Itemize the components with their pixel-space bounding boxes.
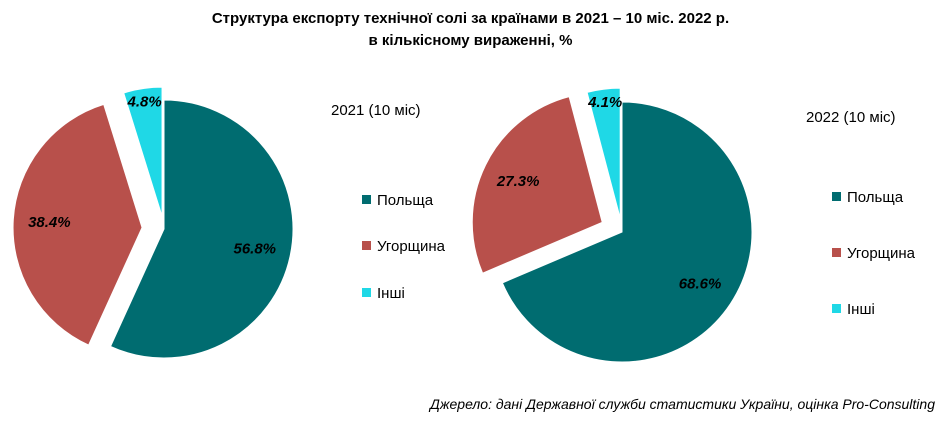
chart-1-slice-hungary xyxy=(12,103,143,346)
chart-title: Структура експорту технічної солі за кра… xyxy=(0,8,941,52)
legend-swatch-poland xyxy=(362,195,371,204)
legend-item-hungary: Угорщина xyxy=(362,238,445,255)
chart-2-data-label-poland: 68.6% xyxy=(679,276,722,293)
chart-2-slice-others xyxy=(586,87,621,219)
legend-swatch-others xyxy=(362,288,371,297)
chart-2-data-label-hungary: 27.3% xyxy=(496,173,540,190)
chart-2-slice-hungary xyxy=(471,95,603,274)
legend-swatch-poland xyxy=(832,192,841,201)
chart-1-data-label-others: 4.8% xyxy=(127,93,162,110)
legend-item-poland: Польща xyxy=(362,192,433,209)
legend-label: Польща xyxy=(847,189,904,206)
chart-1-slice-others xyxy=(123,86,163,217)
legend-swatch-hungary xyxy=(362,241,371,250)
chart-1-title: 2021 (10 міс) xyxy=(331,102,421,119)
chart-1-data-label-poland: 56.8% xyxy=(233,241,276,258)
legend-item-hungary: Угорщина xyxy=(832,245,915,262)
chart-title-line-1: Структура експорту технічної солі за кра… xyxy=(211,10,730,27)
chart-2-data-label-others: 4.1% xyxy=(587,94,622,111)
legend-label: Угорщина xyxy=(377,238,446,255)
legend-item-others: Інші xyxy=(362,285,405,302)
legend-swatch-hungary xyxy=(832,248,841,257)
legend-label: Польща xyxy=(377,192,434,209)
legend-item-others: Інші xyxy=(832,301,875,318)
chart-1-data-label-hungary: 38.4% xyxy=(28,214,71,231)
chart-1-slice-poland xyxy=(109,99,294,359)
legend-label: Угорщина xyxy=(847,245,916,262)
legend-item-poland: Польща xyxy=(832,189,903,206)
legend-label: Інші xyxy=(377,285,405,302)
chart-2-title: 2022 (10 міс) xyxy=(806,109,896,126)
legend-swatch-others xyxy=(832,304,841,313)
chart-title-line-2: в кількісному вираженні, % xyxy=(368,32,573,49)
source-note: Джерело: дані Державної служби статистик… xyxy=(430,396,935,412)
legend-label: Інші xyxy=(847,301,875,318)
chart-2-slice-poland xyxy=(501,101,753,363)
